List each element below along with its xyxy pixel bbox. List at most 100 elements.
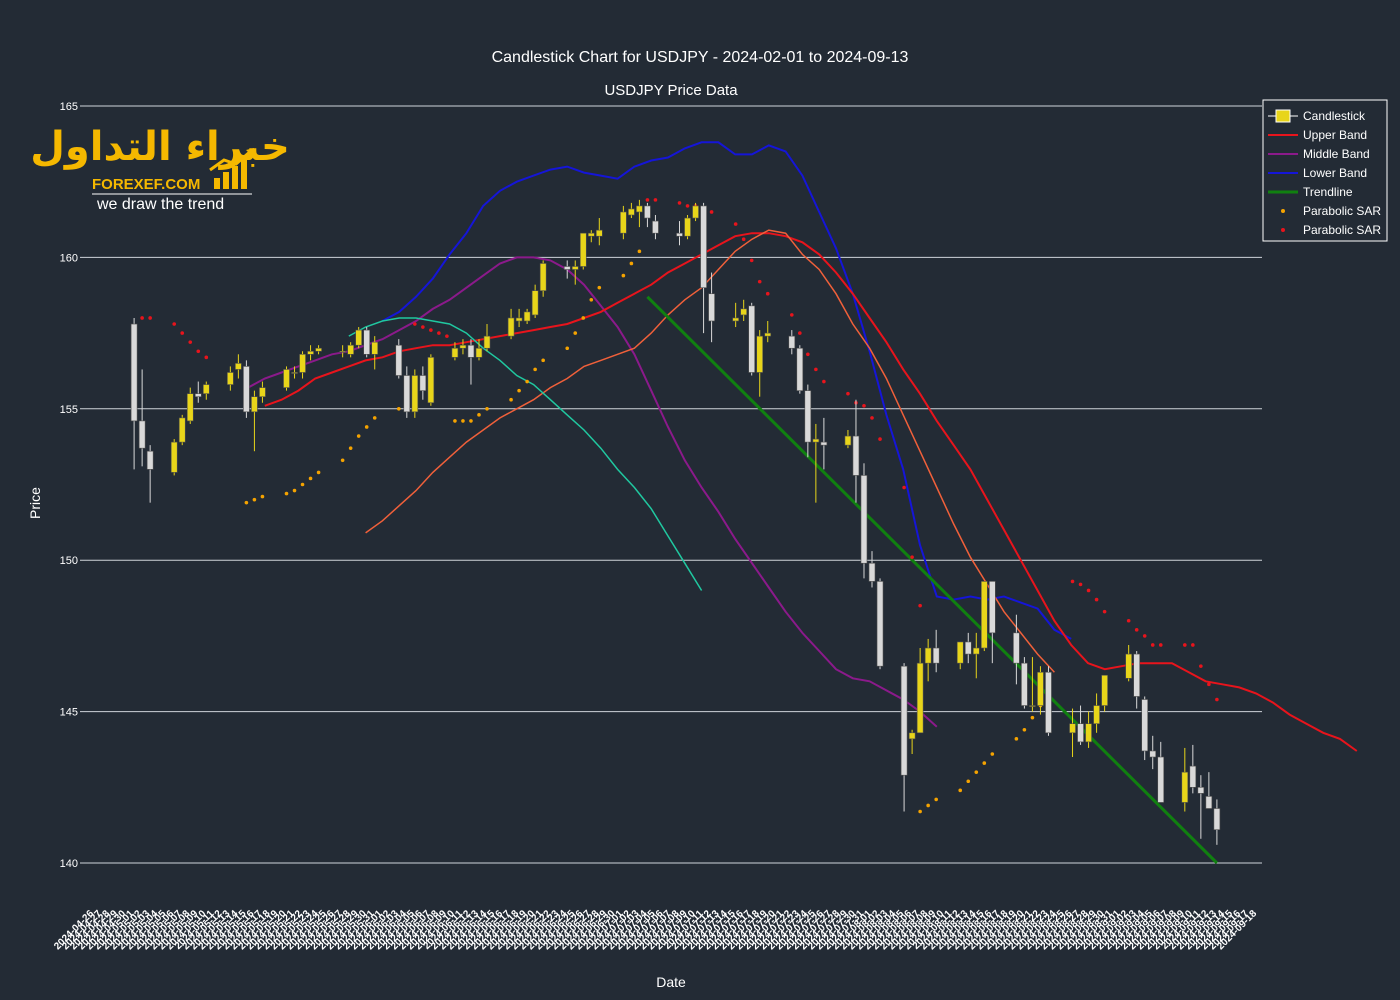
logo-brand: FOREXEF.COM bbox=[92, 176, 200, 193]
sar-point-bear bbox=[1199, 664, 1203, 668]
candle bbox=[194, 381, 202, 403]
sar-point-bull bbox=[934, 797, 938, 802]
candle bbox=[740, 299, 747, 321]
chart-subtitle: USDJPY Price Data bbox=[604, 82, 738, 99]
sar-point-bear bbox=[445, 334, 449, 338]
candle bbox=[339, 345, 346, 358]
candle-body bbox=[796, 347, 804, 391]
candle bbox=[587, 230, 595, 243]
sar-point-bull bbox=[573, 331, 578, 335]
candle bbox=[483, 324, 491, 352]
legend-label: Parabolic SAR bbox=[1303, 223, 1381, 237]
sar-point-bear bbox=[741, 237, 746, 242]
sar-point-bear bbox=[1158, 643, 1163, 647]
candle-body bbox=[876, 581, 884, 667]
sar-point-bear bbox=[798, 331, 802, 335]
sar-point-bear bbox=[757, 279, 762, 284]
candle-body bbox=[844, 435, 852, 446]
candle-body bbox=[620, 211, 627, 234]
candle-body bbox=[371, 341, 379, 355]
candle bbox=[876, 578, 884, 670]
sar-point-bull bbox=[589, 297, 594, 302]
grid bbox=[80, 105, 1262, 864]
candle bbox=[748, 302, 755, 376]
sar-point-bull bbox=[597, 285, 602, 290]
candle-body bbox=[820, 441, 828, 446]
candle-body bbox=[571, 266, 579, 270]
sar-point-bear bbox=[1094, 597, 1099, 602]
legend-label: Parabolic SAR bbox=[1303, 204, 1381, 218]
candle bbox=[138, 369, 146, 467]
candle-body bbox=[1013, 632, 1020, 664]
candle bbox=[924, 638, 932, 682]
candle bbox=[1101, 674, 1108, 712]
candle bbox=[1013, 614, 1020, 685]
candle-body bbox=[628, 208, 635, 216]
candle bbox=[964, 632, 972, 664]
candle-body bbox=[563, 266, 571, 270]
sar-point-bull bbox=[637, 249, 642, 254]
candle bbox=[571, 260, 579, 285]
candle-body bbox=[700, 205, 707, 288]
candle bbox=[459, 339, 467, 355]
candle bbox=[1149, 735, 1157, 770]
candle bbox=[1133, 651, 1140, 709]
candle-body bbox=[531, 290, 539, 316]
sar-point-bull bbox=[1022, 727, 1027, 732]
legend-label: Middle Band bbox=[1303, 147, 1370, 161]
candle bbox=[620, 205, 627, 240]
candle-body bbox=[227, 372, 234, 385]
candle bbox=[684, 215, 691, 240]
legend-label: Upper Band bbox=[1303, 128, 1367, 142]
y-tick-label: 160 bbox=[60, 252, 78, 264]
candle-body bbox=[1029, 705, 1036, 707]
candle-body bbox=[483, 335, 491, 349]
candle-body bbox=[170, 441, 178, 473]
candle-body bbox=[684, 217, 691, 237]
candle-body bbox=[1069, 723, 1076, 734]
sar-point-bear bbox=[1150, 643, 1155, 647]
candle bbox=[1045, 666, 1052, 736]
y-tick-label: 150 bbox=[60, 555, 78, 567]
candle-body bbox=[339, 350, 346, 353]
candle-body bbox=[644, 205, 651, 219]
candle bbox=[916, 648, 924, 734]
sar-point-bull bbox=[990, 752, 995, 756]
trendline bbox=[646, 295, 1218, 865]
candle-body bbox=[708, 293, 715, 322]
candle bbox=[788, 330, 796, 355]
sar-point-bull bbox=[541, 358, 545, 363]
candle-body bbox=[1093, 705, 1100, 725]
sar-point-bear bbox=[172, 322, 177, 326]
candle-body bbox=[1125, 653, 1132, 679]
sar-point-bear bbox=[733, 222, 738, 226]
candle-body bbox=[788, 335, 796, 349]
sar-point-bull bbox=[292, 488, 297, 493]
candle-body bbox=[539, 263, 547, 292]
sar-point-bull bbox=[340, 458, 345, 463]
candle-body bbox=[1197, 786, 1205, 794]
sar-point-bear bbox=[765, 291, 770, 296]
candle bbox=[820, 417, 828, 470]
candle bbox=[411, 369, 419, 418]
sar-point-bear bbox=[1086, 588, 1091, 593]
legend-label: Lower Band bbox=[1303, 166, 1367, 180]
candle bbox=[596, 218, 603, 246]
sar-point-bear bbox=[413, 322, 417, 326]
candle bbox=[130, 317, 138, 470]
candle-body bbox=[475, 347, 483, 358]
candle-body bbox=[1037, 671, 1044, 706]
moving-average-a bbox=[365, 229, 1055, 673]
candle bbox=[732, 302, 739, 328]
sar-point-bear bbox=[902, 485, 906, 490]
sar-point-bull bbox=[348, 446, 353, 450]
candle bbox=[860, 463, 868, 579]
candle-body bbox=[636, 205, 643, 213]
candle bbox=[178, 414, 186, 446]
candle bbox=[844, 429, 852, 449]
candle-body bbox=[467, 344, 475, 358]
candle bbox=[1125, 644, 1132, 682]
legend-swatch-dot bbox=[1281, 209, 1285, 213]
candle-body bbox=[732, 317, 739, 322]
candle bbox=[1205, 772, 1213, 809]
